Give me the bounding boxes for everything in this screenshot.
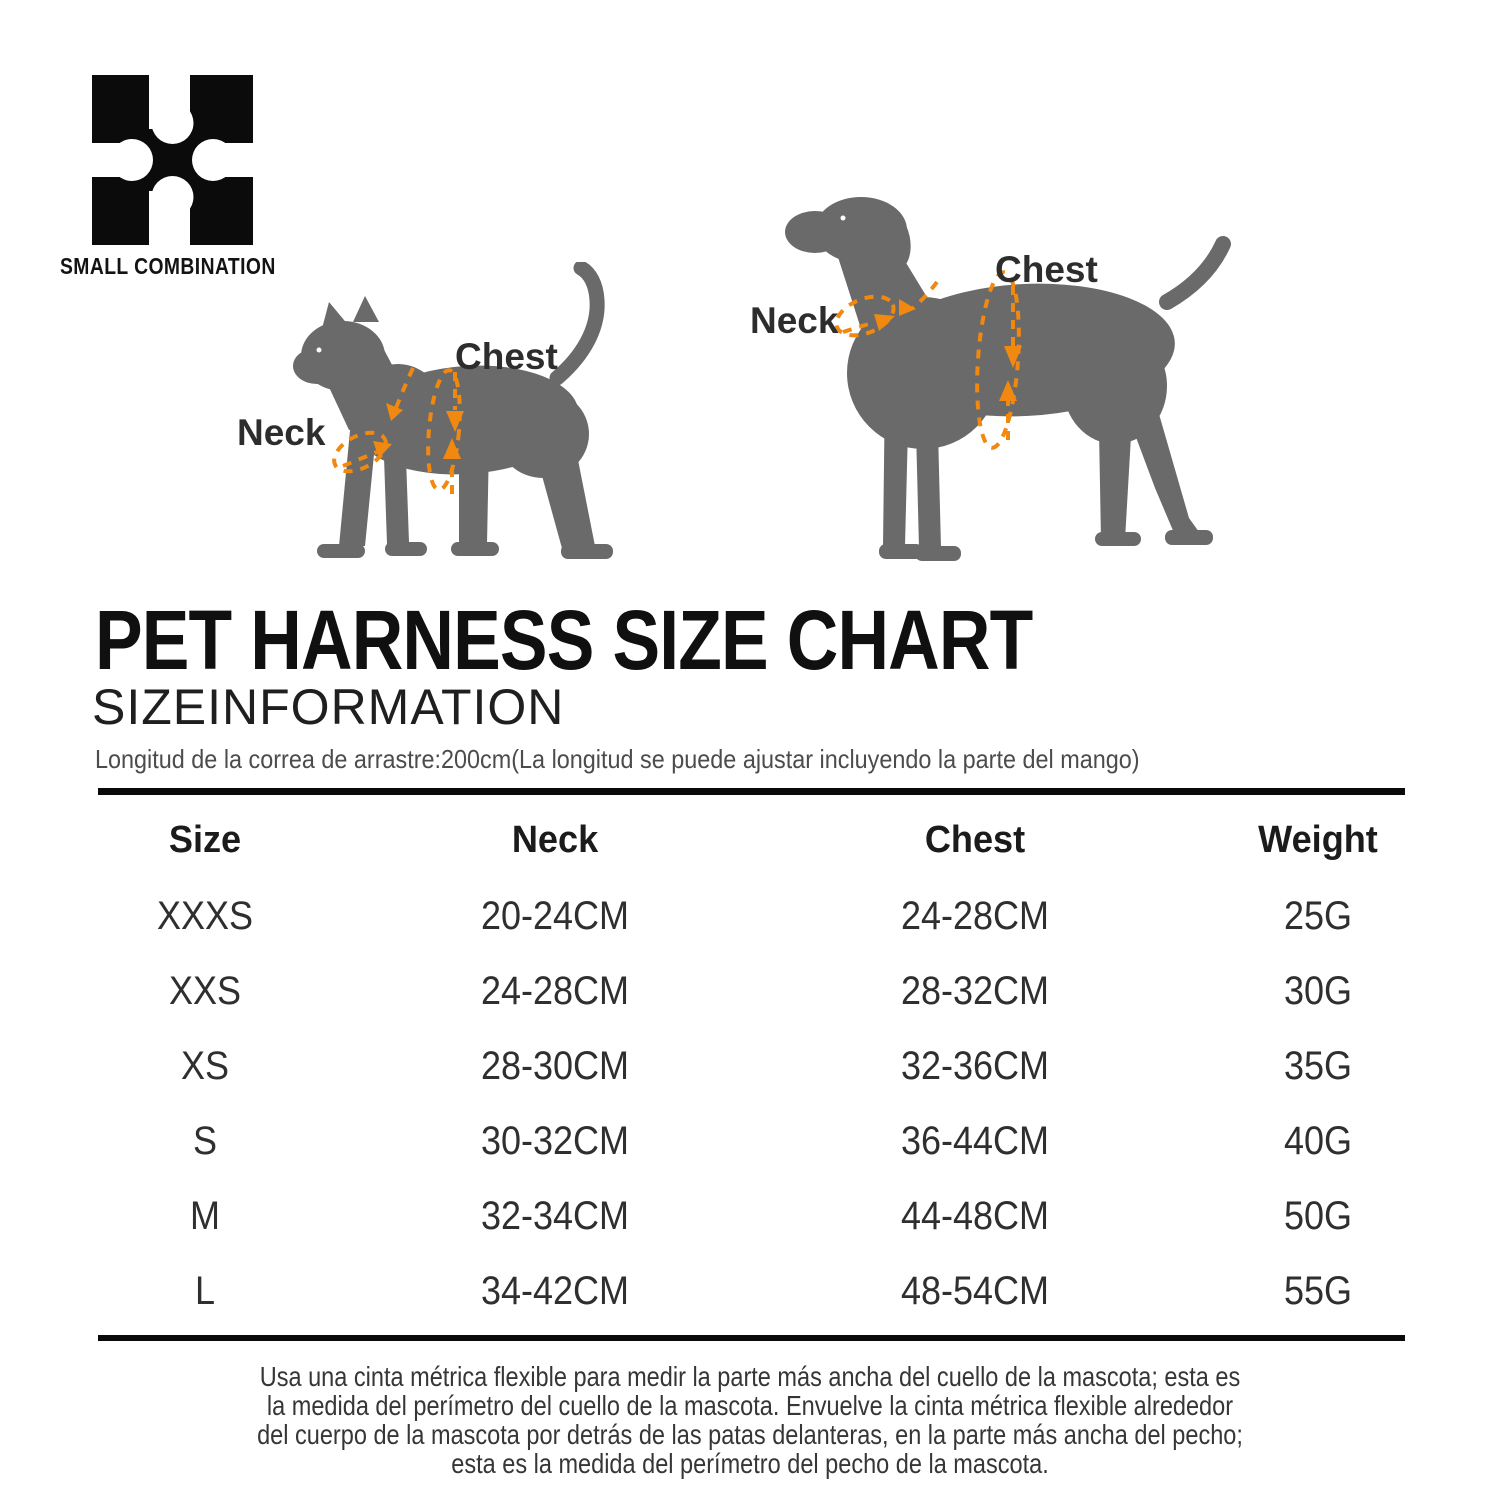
column-header-size: Size bbox=[168, 819, 242, 861]
column-header-neck: Neck bbox=[511, 819, 599, 861]
table-cell: XS bbox=[180, 1044, 230, 1088]
page-subtitle: SIZEINFORMATION bbox=[92, 679, 565, 735]
dog-tail-icon bbox=[1159, 236, 1231, 310]
cat-neck-label: Neck bbox=[237, 412, 326, 453]
table-cell: L bbox=[194, 1269, 216, 1313]
table-cell: 48-54CM bbox=[900, 1269, 1050, 1313]
table-column-neck: Neck 20-24CM 24-28CM 28-30CM 30-32CM 32-… bbox=[430, 801, 680, 1329]
table-top-rule bbox=[98, 788, 1405, 795]
cat-silhouette bbox=[293, 262, 613, 559]
brand-name: SMALL COMBINATION bbox=[60, 253, 276, 279]
table-cell: 44-48CM bbox=[900, 1194, 1050, 1238]
cat-measure-arrowheads bbox=[373, 403, 464, 459]
table-cell: S bbox=[192, 1119, 218, 1163]
table-column-size: Size XXXS XXS XS S M L bbox=[80, 801, 330, 1329]
table-cell: 40G bbox=[1283, 1119, 1353, 1163]
table-cell: XXXS bbox=[156, 894, 254, 938]
table-cell: 30-32CM bbox=[480, 1119, 630, 1163]
column-header-weight: Weight bbox=[1258, 819, 1378, 861]
table-column-weight: Weight 25G 30G 35G 40G 50G 55G bbox=[1193, 801, 1443, 1329]
cat-measure-dashes bbox=[332, 367, 462, 494]
table-cell: 34-42CM bbox=[480, 1269, 630, 1313]
table-cell: 32-36CM bbox=[900, 1044, 1050, 1088]
instruction-line: esta es la medida del perímetro del pech… bbox=[451, 1448, 1049, 1479]
brand-logo-icon bbox=[92, 75, 253, 245]
instruction-line: la medida del perímetro del cuello de la… bbox=[266, 1390, 1234, 1421]
table-cell: 24-28CM bbox=[480, 969, 630, 1013]
measuring-instructions: Usa una cinta métrica flexible para medi… bbox=[120, 1362, 1380, 1478]
dog-silhouette bbox=[785, 197, 1231, 561]
cat-chest-label: Chest bbox=[455, 336, 558, 377]
table-cell: 28-32CM bbox=[900, 969, 1050, 1013]
table-cell: 36-44CM bbox=[900, 1119, 1050, 1163]
dog-chest-label: Chest bbox=[995, 249, 1098, 290]
instruction-line: Usa una cinta métrica flexible para medi… bbox=[259, 1361, 1241, 1392]
cat-tail-icon bbox=[549, 262, 605, 386]
table-cell: 35G bbox=[1283, 1044, 1353, 1088]
table-cell: XXS bbox=[168, 969, 242, 1013]
leash-length-note: Longitud de la correa de arrastre:200cm(… bbox=[95, 744, 1140, 774]
table-cell: 55G bbox=[1283, 1269, 1353, 1313]
column-header-chest: Chest bbox=[924, 819, 1026, 861]
table-cell: 28-30CM bbox=[480, 1044, 630, 1088]
cat-eye-icon bbox=[316, 347, 322, 353]
table-bottom-rule bbox=[98, 1335, 1405, 1341]
dog-measure-dashes bbox=[834, 270, 1021, 450]
page-title: PET HARNESS SIZE CHART bbox=[95, 593, 1033, 687]
table-cell: 25G bbox=[1283, 894, 1353, 938]
table-cell: 20-24CM bbox=[480, 894, 630, 938]
table-cell: 30G bbox=[1283, 969, 1353, 1013]
dog-neck-label: Neck bbox=[750, 300, 839, 341]
dog-eye-icon bbox=[840, 215, 846, 221]
dog-measure-arrowheads bbox=[874, 299, 1022, 401]
table-cell: 24-28CM bbox=[900, 894, 1050, 938]
instruction-line: del cuerpo de la mascota por detrás de l… bbox=[257, 1419, 1243, 1450]
table-cell: 32-34CM bbox=[480, 1194, 630, 1238]
table-cell: M bbox=[189, 1194, 220, 1238]
table-column-chest: Chest 24-28CM 28-32CM 32-36CM 36-44CM 44… bbox=[850, 801, 1100, 1329]
table-cell: 50G bbox=[1283, 1194, 1353, 1238]
